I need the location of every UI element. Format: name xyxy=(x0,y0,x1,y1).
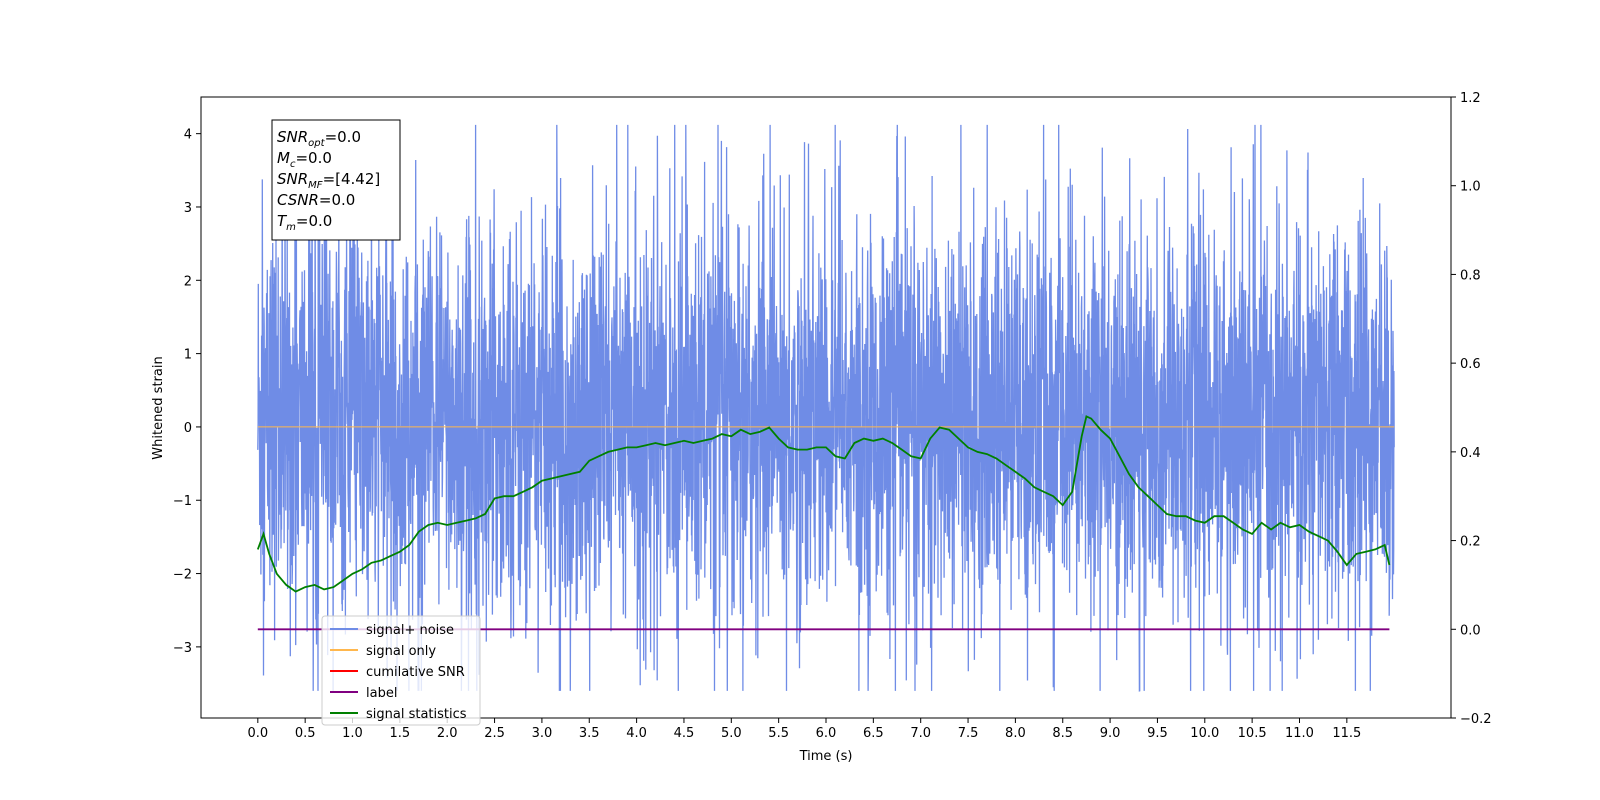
x-tick-label: 10.0 xyxy=(1190,726,1219,741)
series-line-signal-statistics xyxy=(256,415,1391,593)
y2-tick-label: 0.6 xyxy=(1460,357,1481,372)
annotation-symbol: SNR xyxy=(277,170,308,188)
annotation-symbol: M xyxy=(277,149,290,167)
series-line-signal-noise xyxy=(257,124,1395,692)
y-tick-label: −1 xyxy=(173,494,192,509)
annotation-value: =0.0 xyxy=(296,212,332,230)
y2-tick-label: 1.0 xyxy=(1460,180,1481,195)
x-axis-label: Time (s) xyxy=(799,749,853,764)
annotation-line: SNRopt=0.0 xyxy=(277,128,361,149)
x-tick-label: 6.5 xyxy=(863,726,884,741)
legend-label: signal only xyxy=(366,644,436,659)
annotation-subscript: opt xyxy=(308,138,325,149)
annotation-line: CSNR=0.0 xyxy=(277,191,355,209)
x-tick-label: 7.0 xyxy=(910,726,931,741)
x-tick-label: 8.5 xyxy=(1052,726,1073,741)
annotation-box: SNRopt=0.0Mc=0.0SNRMF=[4.42]CSNR=0.0Tm=0… xyxy=(271,119,401,241)
y-tick-label: 3 xyxy=(184,201,192,216)
annotation-symbol: CSNR xyxy=(277,191,319,209)
annotation-value: =0.0 xyxy=(319,191,355,209)
x-tick-label: 1.0 xyxy=(342,726,363,741)
legend-label: signal+ noise xyxy=(366,623,454,638)
y-tick-label: −3 xyxy=(173,641,192,656)
y2-tick-label: −0.2 xyxy=(1460,712,1492,727)
x-tick-label: 6.0 xyxy=(816,726,837,741)
x-tick-label: 0.0 xyxy=(247,726,268,741)
y2-tick-label: 1.2 xyxy=(1460,91,1481,106)
x-tick-label: 4.0 xyxy=(626,726,647,741)
x-tick-label: 9.0 xyxy=(1100,726,1121,741)
y-tick-label: 0 xyxy=(184,421,192,436)
x-tick-label: 9.5 xyxy=(1147,726,1168,741)
legend: signal+ noise signal only cumilative SNR la… xyxy=(321,615,481,726)
annotation-subscript: MF xyxy=(308,180,323,191)
annotation-line: Mc=0.0 xyxy=(277,149,332,170)
x-tick-label: 8.0 xyxy=(1005,726,1026,741)
annotation-line: Tm=0.0 xyxy=(277,212,332,233)
legend-label: label xyxy=(366,686,397,701)
legend-label: cumilative SNR xyxy=(366,665,465,680)
annotation-line: SNRMF=[4.42] xyxy=(277,170,380,191)
y-tick-label: 4 xyxy=(184,128,192,143)
annotation-subscript: c xyxy=(290,159,296,170)
y2-tick-label: 0.2 xyxy=(1460,535,1481,550)
annotation-box-frame xyxy=(271,119,401,241)
annotation-value: =0.0 xyxy=(325,128,361,146)
y-axis-label: Whitened strain xyxy=(151,356,166,459)
series-layer xyxy=(256,124,1395,692)
x-tick-label: 11.5 xyxy=(1332,726,1361,741)
annotation-value: =0.0 xyxy=(295,149,331,167)
x-tick-label: 1.5 xyxy=(390,726,411,741)
annotation-symbol: T xyxy=(277,212,288,230)
x-tick-label: 4.5 xyxy=(674,726,695,741)
annotation-symbol: SNR xyxy=(277,128,308,146)
x-axis: 0.0 0.5 1.0 1.5 2.0 2.5 3.0 3.5 4.0 4.5 5.0 5.5 6.0 6… xyxy=(247,718,1361,741)
x-tick-label: 3.5 xyxy=(579,726,600,741)
x-tick-label: 7.5 xyxy=(958,726,979,741)
x-tick-label: 5.0 xyxy=(721,726,742,741)
x-tick-label: 3.0 xyxy=(532,726,553,741)
y-axis-left: −3 −2 −1 0 1 2 3 4 xyxy=(173,128,201,656)
x-tick-label: 0.5 xyxy=(295,726,316,741)
annotation-value: =[4.42] xyxy=(323,170,381,188)
y-tick-label: 1 xyxy=(184,348,192,363)
y2-tick-label: 0.8 xyxy=(1460,268,1481,283)
y2-tick-label: 0.0 xyxy=(1460,623,1481,638)
annotation-lines: SNRopt=0.0Mc=0.0SNRMF=[4.42]CSNR=0.0Tm=0… xyxy=(277,128,380,233)
x-tick-label: 5.5 xyxy=(768,726,789,741)
legend-label: signal statistics xyxy=(366,707,467,722)
y-tick-label: 2 xyxy=(184,274,192,289)
annotation-subscript: m xyxy=(286,222,296,233)
y2-tick-label: 0.4 xyxy=(1460,446,1481,461)
x-tick-label: 2.0 xyxy=(437,726,458,741)
x-tick-label: 2.5 xyxy=(484,726,505,741)
y-tick-label: −2 xyxy=(173,568,192,583)
x-tick-label: 11.0 xyxy=(1285,726,1314,741)
y-axis-right: −0.2 0.0 0.2 0.4 0.6 0.8 1.0 1.2 xyxy=(1451,91,1492,727)
legend-entries: signal+ noise signal only cumilative SNR la… xyxy=(330,623,467,722)
x-tick-label: 10.5 xyxy=(1238,726,1267,741)
legend-frame xyxy=(321,615,481,726)
